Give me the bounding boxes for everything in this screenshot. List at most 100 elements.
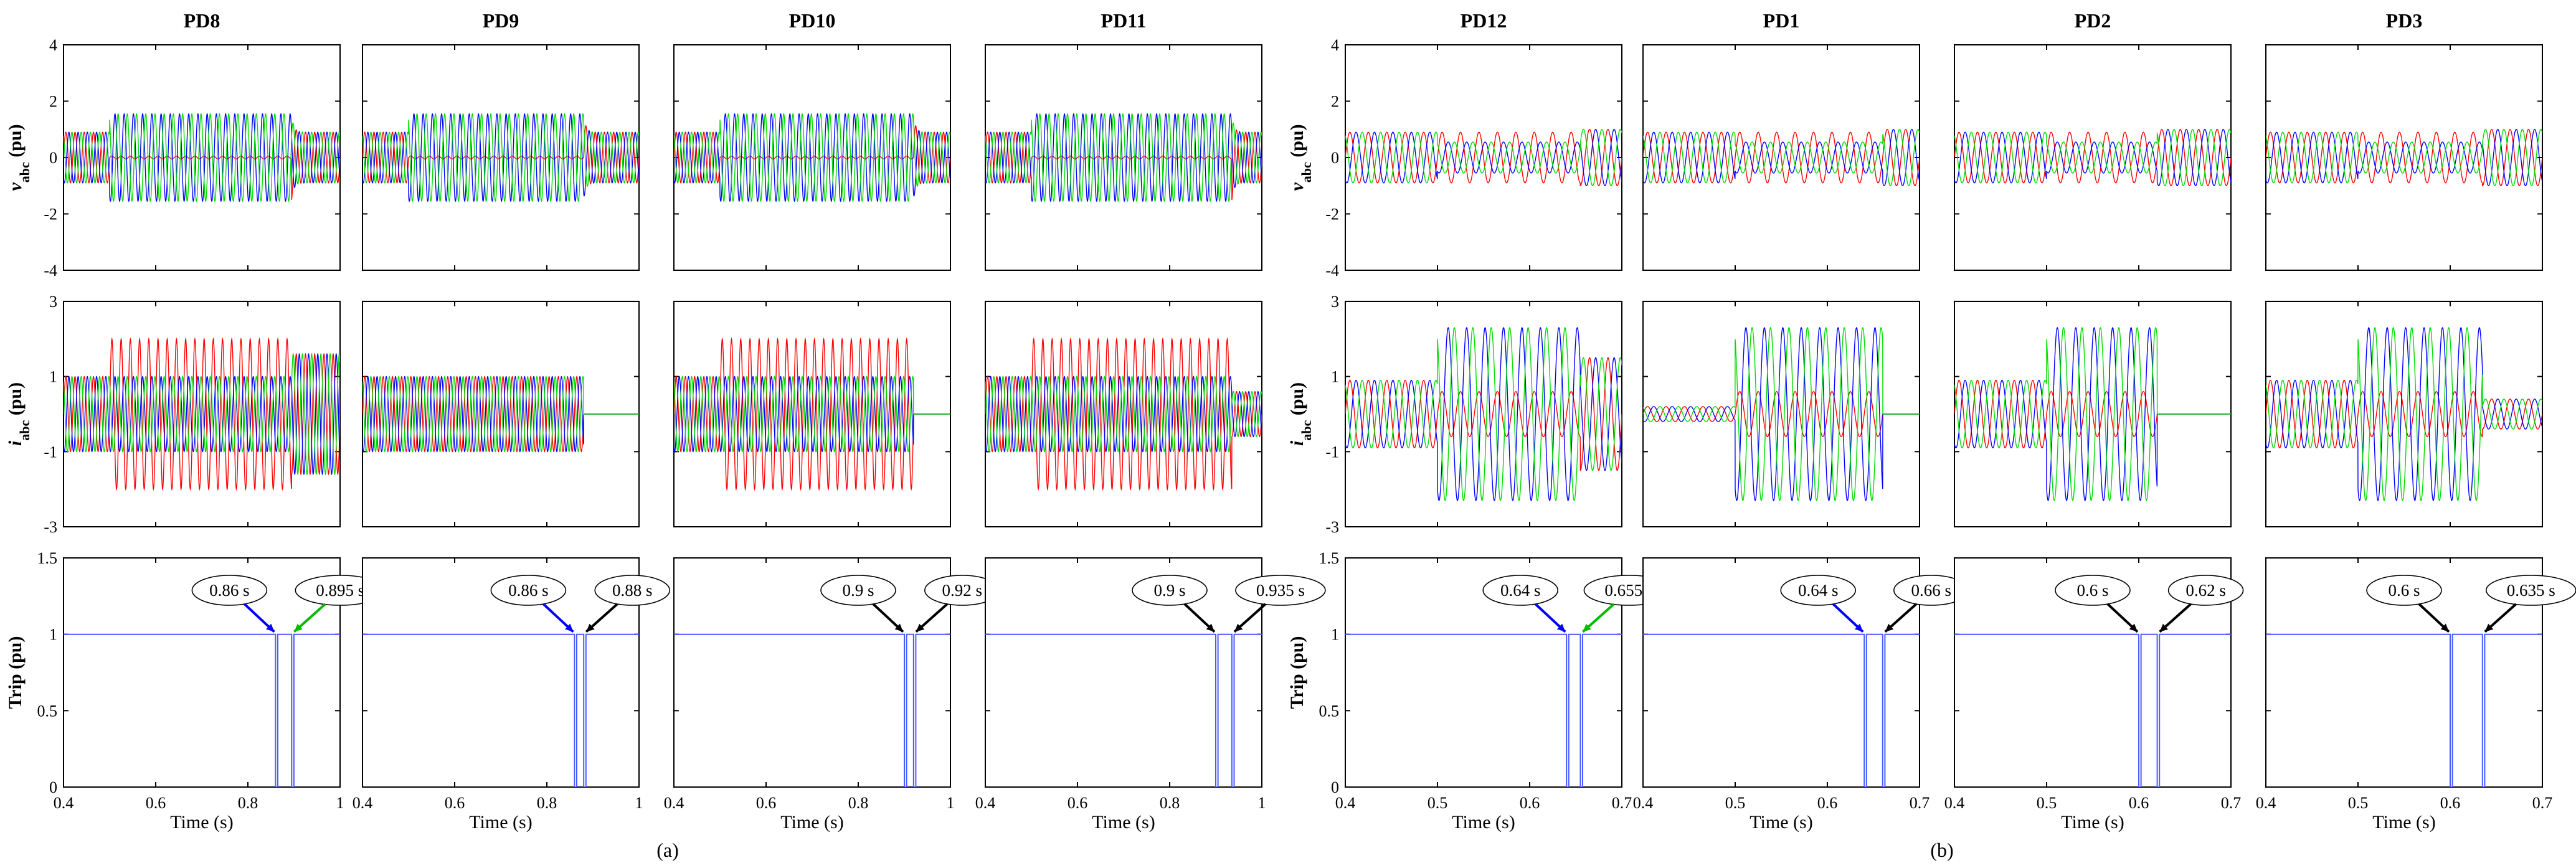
y-axis-label-unit: (pu) xyxy=(1287,124,1307,162)
x-tick-label: 0.8 xyxy=(848,794,869,812)
y-axis-label-unit: (pu) xyxy=(5,124,26,162)
panel-current-pd3 xyxy=(2265,301,2543,527)
y-axis-label-symbol: i xyxy=(5,440,26,446)
annotation-ellipse xyxy=(2366,575,2442,606)
trip-arrow-head xyxy=(1206,623,1215,632)
panel-trip-pd2: 0.4 0.5 0.6 0.7 Time (s) 0.6 s 0.62 s xyxy=(1944,557,2244,833)
axes-frame xyxy=(1642,557,1920,788)
annotation-ellipse xyxy=(1235,575,1326,606)
trip-arrow-head xyxy=(916,623,925,632)
trip-annotation: 0.86 s xyxy=(191,575,275,633)
plot-area xyxy=(1954,129,2231,187)
x-tick-label: 1 xyxy=(1258,794,1266,812)
series-line-phase-a xyxy=(64,337,340,491)
plot-area xyxy=(64,337,340,491)
series-line-phase-b xyxy=(1643,327,1920,501)
x-axis-label: Time (s) xyxy=(1092,812,1155,833)
panel-current-pd8: -3 -1 1 3 iabc (pu) xyxy=(5,293,341,536)
y-axis-label-unit: (pu) xyxy=(5,382,26,420)
column-title-pd9: PD9 xyxy=(483,9,519,32)
x-tick-label: 0.6 xyxy=(1520,794,1540,812)
series-line-phase-a xyxy=(674,337,950,491)
y-tick-label: 1.5 xyxy=(1319,549,1340,567)
panel-current-pd11 xyxy=(985,301,1262,527)
series-line-phase-c xyxy=(985,375,1262,453)
trip-time-label: 0.86 s xyxy=(209,581,250,600)
plot-area xyxy=(674,633,950,787)
y-tick-label: -1 xyxy=(1325,443,1339,461)
trip-annotation: 0.64 s xyxy=(1482,575,1566,633)
series-line-phase-c xyxy=(1643,327,1920,501)
series-line-phase-c xyxy=(2266,327,2542,501)
x-tick-label: 0.4 xyxy=(1633,794,1654,812)
y-tick-label: 0.5 xyxy=(37,702,58,720)
annotation-ellipse xyxy=(1482,575,1558,606)
x-axis-label: Time (s) xyxy=(170,812,233,833)
group-label-b: (b) xyxy=(1930,839,1953,861)
trip-arrow-head xyxy=(1583,623,1591,632)
trip-annotation: 0.88 s xyxy=(585,575,671,633)
x-tick-label: 0.4 xyxy=(54,794,74,812)
y-axis-label-subscript: abc xyxy=(17,420,32,441)
y-tick-label: 0 xyxy=(49,149,57,167)
trip-time-label: 0.635 s xyxy=(2507,581,2555,600)
trip-signal-line xyxy=(1643,633,1920,787)
plot-area xyxy=(64,113,340,202)
trip-arrow-head xyxy=(565,623,574,632)
y-tick-label: -1 xyxy=(44,443,57,461)
plot-area xyxy=(1345,129,1622,187)
trip-arrow-head xyxy=(1234,623,1243,632)
x-tick-label: 0.5 xyxy=(2348,794,2369,812)
x-tick-label: 0.6 xyxy=(146,794,166,812)
plot-area xyxy=(985,337,1262,491)
y-tick-label: 0 xyxy=(1331,778,1339,796)
annotation-ellipse xyxy=(1780,575,1856,606)
column-title-pd3: PD3 xyxy=(2386,9,2423,32)
trip-signal-line xyxy=(362,633,639,787)
y-axis-label-symbol: v xyxy=(1287,182,1307,191)
x-tick-label: 1 xyxy=(635,794,643,812)
plot-area xyxy=(1643,129,1920,187)
series-line-phase-c xyxy=(985,113,1262,202)
series-line-phase-b xyxy=(2266,129,2542,187)
x-tick-label: 0.4 xyxy=(353,794,373,812)
column-title-pd12: PD12 xyxy=(1461,9,1507,32)
plot-area xyxy=(674,337,950,491)
series-line-phase-b xyxy=(64,113,340,202)
x-tick-label: 0.7 xyxy=(2532,794,2553,812)
panel-current-pd1 xyxy=(1642,301,1920,527)
trip-time-label: 0.9 s xyxy=(842,581,874,600)
y-tick-label: 1 xyxy=(1331,626,1339,644)
trip-signal-line xyxy=(674,633,950,787)
x-tick-label: 0.4 xyxy=(975,794,996,812)
trip-signal-line xyxy=(2266,633,2542,787)
plot-area xyxy=(1345,327,1622,501)
column-title-pd1: PD1 xyxy=(1763,9,1800,32)
series-line-phase-b xyxy=(64,352,340,476)
series-line-phase-a xyxy=(362,125,639,185)
series-line-phase-b xyxy=(1954,129,2231,187)
x-tick-label: 0.6 xyxy=(1068,794,1088,812)
axes-frame xyxy=(673,557,951,788)
plot-area xyxy=(2266,633,2542,787)
trip-annotation: 0.86 s xyxy=(490,575,574,633)
trip-signal-line xyxy=(1954,633,2231,787)
x-axis-label: Time (s) xyxy=(1750,812,1812,833)
trip-annotation: 0.62 s xyxy=(2159,575,2244,633)
series-line-phase-c xyxy=(1345,327,1622,501)
trip-arrow-head xyxy=(294,623,303,632)
plot-area xyxy=(674,113,950,202)
series-line-phase-c xyxy=(362,375,639,453)
panel-voltage-pd8: -4 -2 0 2 4 vabc (pu) xyxy=(5,36,341,280)
panel-voltage-pd2 xyxy=(1954,44,2232,271)
panel-trip-pd9: 0.4 0.6 0.8 1 Time (s) 0.86 s 0.88 s xyxy=(353,557,671,833)
plot-area xyxy=(64,633,340,787)
y-axis-label-trip: Trip (pu) xyxy=(5,636,26,709)
trip-annotation: 0.6 s xyxy=(2055,575,2139,633)
y-axis-label-subscript: abc xyxy=(17,162,32,182)
trip-arrow-head xyxy=(1556,623,1566,632)
annotation-ellipse xyxy=(820,575,896,606)
series-line-phase-c xyxy=(64,113,340,202)
